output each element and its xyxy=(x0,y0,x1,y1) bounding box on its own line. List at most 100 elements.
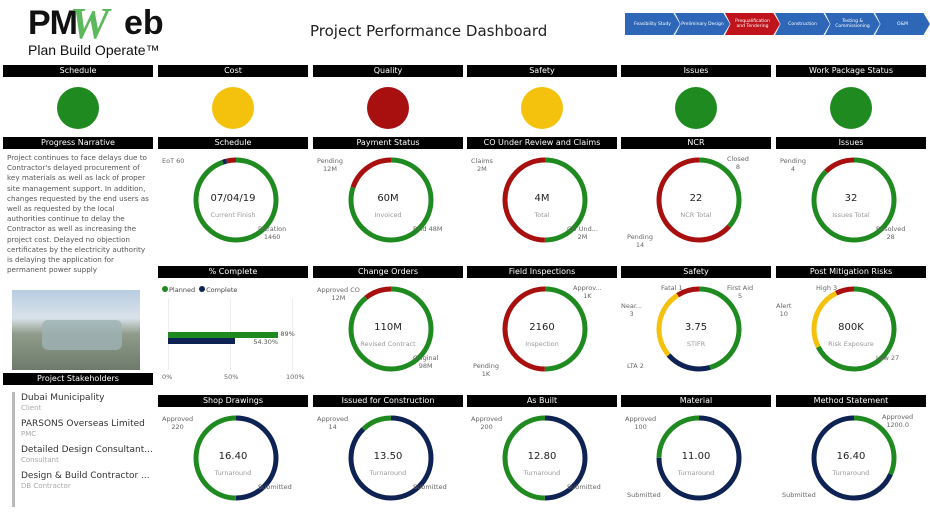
donut-chart xyxy=(656,286,742,372)
donut-data-label: Approved 100 xyxy=(625,415,657,431)
donut-center-label: Total xyxy=(534,211,550,219)
status-light-yellow xyxy=(521,87,563,129)
donut-panel: As Built 12.80 Turnaround Approved 200 Submi… xyxy=(467,395,617,523)
stakeholder-name: PARSONS Overseas Limited xyxy=(21,419,145,429)
donut-center-label: Turnaround xyxy=(832,469,870,477)
donut-panel: Safety 3.75 STIFR Fatal 1 First Aid 5 Near...… xyxy=(621,266,771,394)
donut-center-label: STIFR xyxy=(686,340,706,348)
donut-data-label: EoT 60 xyxy=(162,157,185,165)
donut-segment-red[interactable] xyxy=(811,157,897,243)
donut-data-label: Closed 8 xyxy=(727,155,749,171)
logo-pm: PM xyxy=(28,4,78,42)
stakeholder-item[interactable]: Detailed Design Consultant... Consultant xyxy=(21,444,155,465)
donut-chart xyxy=(656,157,742,243)
stakeholder-item[interactable]: Design & Build Contractor ... DB Contract… xyxy=(21,470,155,491)
donut-segment-red[interactable] xyxy=(502,157,588,243)
donut-chart xyxy=(348,157,434,243)
donut-center-value: 800K xyxy=(838,322,864,333)
stakeholder-role: Client xyxy=(21,404,42,412)
donut-chart xyxy=(348,415,434,501)
page-title: Project Performance Dashboard xyxy=(310,22,548,40)
x-tick: 100% xyxy=(286,373,305,381)
panel-header: Issues xyxy=(776,137,926,149)
narrative-header: Progress Narrative xyxy=(3,137,153,149)
stakeholder-list[interactable]: Dubai Municipality Client PARSONS Overseas… xyxy=(12,392,155,507)
donut-data-label: Low 27 xyxy=(876,354,900,362)
donut-segment-green[interactable] xyxy=(502,415,588,501)
panel-header: Issued for Construction xyxy=(313,395,463,407)
chart-legend: Planned Complete xyxy=(162,286,237,294)
panel-header: CO Under Review and Claims xyxy=(467,137,617,149)
donut-segment-yellow[interactable] xyxy=(656,286,742,372)
status-light-green xyxy=(57,87,99,129)
donut-panel: Method Statement 16.40 Turnaround Approved … xyxy=(776,395,926,523)
donut-segment-navy[interactable] xyxy=(656,286,742,372)
donut-center-value: 12.80 xyxy=(527,451,557,462)
donut-data-label: Submitted xyxy=(567,483,601,491)
donut-center-label: Turnaround xyxy=(214,469,252,477)
donut-data-label: First Aid 5 xyxy=(727,284,754,300)
donut-center-label: Turnaround xyxy=(369,469,407,477)
donut-data-label: Pending 14 xyxy=(627,233,653,249)
percent-complete-header: % Complete xyxy=(158,266,308,278)
complete-value-label: 54.30% xyxy=(253,338,279,346)
donut-chart xyxy=(193,415,279,501)
donut-segment-red[interactable] xyxy=(348,286,434,372)
donut-data-label: Near... 3 xyxy=(621,302,643,318)
donut-panel: Schedule 07/04/19 Current Finish EoT 60 Dura… xyxy=(158,137,308,265)
status-header: Schedule xyxy=(3,65,153,77)
donut-center-label: Inspection xyxy=(525,340,559,348)
donut-segment-yellow[interactable] xyxy=(811,286,897,372)
donut-center-value: 13.50 xyxy=(373,451,403,462)
donut-segment-red[interactable] xyxy=(502,286,588,372)
stage-chevron[interactable]: Prequalification and Tendering xyxy=(725,13,780,35)
donut-data-label: High 3 xyxy=(816,284,838,292)
donut-data-label: Pending 1K xyxy=(473,362,499,378)
panel-header: Post Mitigation Risks xyxy=(776,266,926,278)
donut-center-value: 3.75 xyxy=(684,322,708,333)
donut-chart xyxy=(502,286,588,372)
donut-panel: Payment Status 60M Invoiced Pending 12M Paid… xyxy=(313,137,463,265)
stage-chevron[interactable]: Testing & Commissioning xyxy=(825,13,880,35)
donut-chart xyxy=(811,157,897,243)
donut-chart xyxy=(811,286,897,372)
stage-chevron[interactable]: Feasibility Study xyxy=(625,13,680,35)
donut-data-label: Original 98M xyxy=(413,354,439,370)
donut-segment-green[interactable] xyxy=(193,415,279,501)
panel-header: As Built xyxy=(467,395,617,407)
donut-segment-red[interactable] xyxy=(811,286,897,372)
donut-data-label: Claims 2M xyxy=(471,157,493,173)
donut-data-label: Resolved 28 xyxy=(876,225,906,241)
donut-segment-green[interactable] xyxy=(348,157,434,243)
status-header: Work Package Status xyxy=(776,65,926,77)
status-header: Safety xyxy=(467,65,617,77)
stakeholder-item[interactable]: Dubai Municipality Client xyxy=(21,392,155,413)
donut-data-label: Approved 1200.0 xyxy=(882,413,914,429)
donut-segment-red[interactable] xyxy=(193,157,279,243)
donut-segment-red[interactable] xyxy=(656,157,742,243)
status-light-yellow xyxy=(212,87,254,129)
panel-header: Schedule xyxy=(158,137,308,149)
stage-chevron[interactable]: O&M xyxy=(875,13,930,35)
donut-segment-green[interactable] xyxy=(348,415,434,501)
donut-data-label: Submitted xyxy=(782,491,816,499)
stakeholder-role: PMC xyxy=(21,430,37,438)
stage-chevron[interactable]: Preliminary Design xyxy=(675,13,730,35)
donut-chart xyxy=(502,157,588,243)
donut-data-label: Approved 200 xyxy=(471,415,503,431)
logo-tagline: Plan Build Operate™ xyxy=(28,42,160,58)
stage-chevron[interactable]: Construction xyxy=(775,13,830,35)
panel-header: Safety xyxy=(621,266,771,278)
stakeholder-role: Consultant xyxy=(21,456,59,464)
donut-segment-navy[interactable] xyxy=(811,415,897,501)
stakeholder-item[interactable]: PARSONS Overseas Limited PMC xyxy=(21,418,155,439)
x-tick: 50% xyxy=(224,373,239,381)
legend-complete: Complete xyxy=(199,286,237,294)
donut-center-value: 16.40 xyxy=(218,451,248,462)
donut-data-label: Submitted xyxy=(413,483,447,491)
project-site-photo xyxy=(12,290,140,370)
donut-segment-navy[interactable] xyxy=(656,415,742,501)
donut-data-label: Pending 12M xyxy=(317,157,343,173)
donut-segment-red[interactable] xyxy=(656,286,742,372)
donut-panel: NCR 22 NCR Total Closed 8 Pending 14 xyxy=(621,137,771,265)
